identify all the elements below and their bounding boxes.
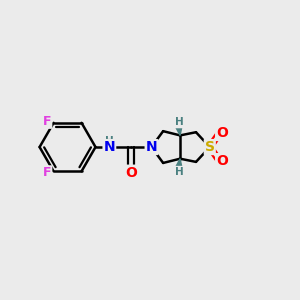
Text: H: H — [175, 117, 184, 128]
Polygon shape — [176, 127, 182, 135]
Text: H: H — [175, 167, 184, 177]
Text: H: H — [105, 136, 114, 146]
Text: F: F — [43, 115, 51, 128]
Text: O: O — [125, 166, 137, 180]
Text: F: F — [43, 166, 51, 179]
Text: S: S — [205, 140, 215, 154]
Text: O: O — [216, 126, 228, 140]
Polygon shape — [176, 159, 182, 167]
Text: N: N — [146, 140, 157, 154]
Text: N: N — [103, 140, 115, 154]
Text: O: O — [216, 154, 228, 168]
